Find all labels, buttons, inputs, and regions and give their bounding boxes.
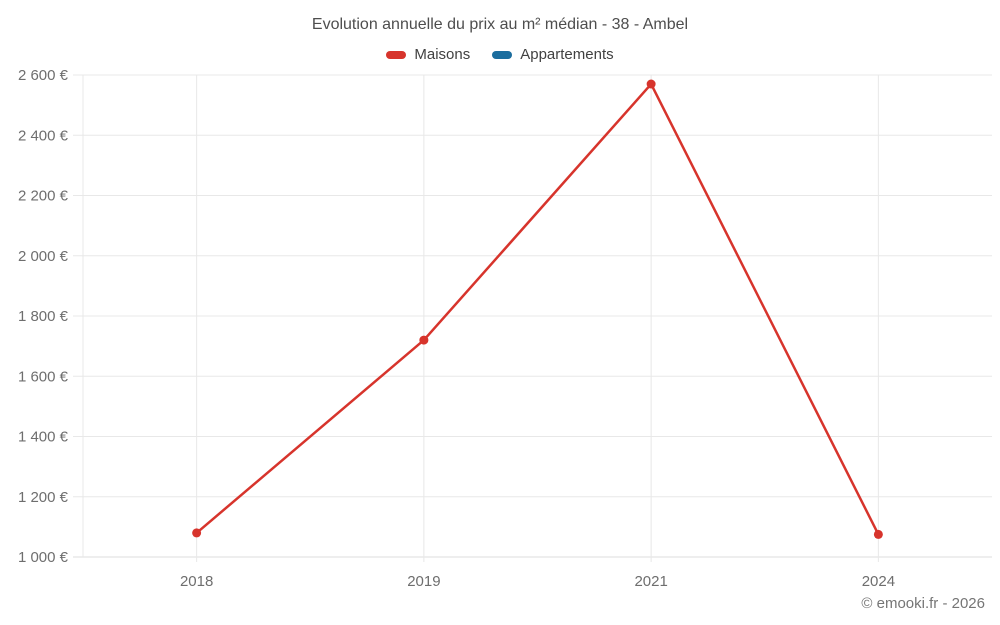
legend-item-maisons[interactable]: Maisons — [386, 46, 470, 63]
y-gridlines-and-labels: 1 000 € 1 200 € 1 400 € 1 600 € 1 800 € 2 000… — [18, 67, 992, 566]
maisons-series-swatch-icon — [386, 50, 407, 59]
data-point[interactable] — [646, 79, 656, 89]
x-tick-label: 2024 — [862, 573, 895, 590]
data-point[interactable] — [192, 528, 202, 538]
y-tick-label: 1 800 € — [18, 308, 69, 325]
x-tick-label: 2021 — [634, 573, 667, 590]
y-tick-label: 1 200 € — [18, 489, 69, 506]
series-maisons — [192, 79, 883, 539]
series-line — [195, 82, 880, 536]
data-point[interactable] — [873, 529, 883, 539]
chart-title: Evolution annuelle du prix au m² médian … — [311, 16, 689, 33]
appartements-series-swatch-icon — [492, 50, 513, 59]
y-tick-label: 1 600 € — [18, 368, 69, 385]
copyright-text: © emooki.fr - 2026 — [861, 595, 985, 612]
y-tick-label: 2 000 € — [18, 248, 69, 265]
data-point[interactable] — [419, 335, 429, 345]
y-tick-label: 2 600 € — [18, 67, 69, 84]
legend-item-appartements[interactable]: Appartements — [492, 46, 614, 63]
legend-label-maisons: Maisons — [414, 46, 471, 63]
x-tick-label: 2019 — [407, 573, 440, 590]
x-gridlines-and-labels: 2018 2019 2021 2024 — [180, 75, 895, 590]
legend: Maisons Appartements — [0, 46, 1000, 63]
y-tick-label: 2 200 € — [18, 188, 69, 205]
y-tick-label: 2 400 € — [18, 127, 69, 144]
y-tick-label: 1 400 € — [18, 429, 69, 446]
legend-label-appartements: Appartements — [520, 46, 614, 63]
y-tick-label: 1 000 € — [18, 549, 69, 566]
x-tick-label: 2018 — [180, 573, 213, 590]
